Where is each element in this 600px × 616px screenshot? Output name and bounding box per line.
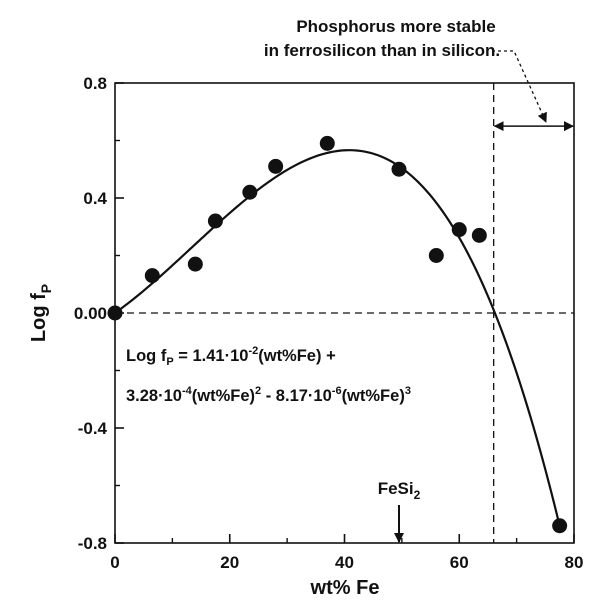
y-tick-label: -0.4 (78, 419, 108, 438)
annotation-line-1: Phosphorus more stable (296, 17, 495, 36)
fit-curve (114, 149, 561, 527)
x-axis-label: wt% Fe (310, 577, 380, 599)
data-point (428, 248, 444, 263)
data-point (187, 256, 203, 272)
fesi2-label: FeSi2 (378, 479, 421, 502)
equation-line-1: Log fP = 1.41·10-2(wt%Fe) + (126, 345, 336, 368)
y-tick-label: -0.8 (78, 534, 107, 553)
annotation-line-2: in ferrosilicon than in silicon. (264, 41, 500, 60)
y-axis-label: Log fP (28, 284, 54, 342)
x-tick-label: 0 (110, 553, 119, 572)
data-point (207, 213, 223, 229)
y-tick-label: 0.8 (83, 74, 107, 93)
x-tick-label: 20 (220, 553, 239, 572)
data-point (268, 158, 284, 174)
equation-line-2: 3.28·10-4(wt%Fe)2 - 8.17·10-6(wt%Fe)3 (126, 385, 411, 405)
data-points (107, 135, 568, 534)
tick-labels: 0 20 40 60 80 0.8 0.4 0.00 -0.4 -0.8 (74, 74, 584, 572)
data-point (242, 184, 258, 200)
y-tick-label: 0.00 (74, 304, 107, 323)
x-tick-label: 40 (335, 553, 354, 572)
data-point (391, 161, 407, 177)
data-point (144, 268, 160, 284)
data-point (107, 305, 123, 321)
ticks (114, 82, 575, 544)
y-tick-label: 0.4 (83, 189, 107, 208)
data-point (451, 222, 467, 238)
x-tick-label: 60 (450, 553, 469, 572)
data-point (552, 518, 568, 534)
data-point (471, 227, 487, 243)
x-tick-label: 80 (565, 553, 584, 572)
data-point (319, 135, 335, 151)
y-axis-label-subscript: P (38, 284, 54, 293)
annotation-leader-arrow (492, 50, 547, 123)
